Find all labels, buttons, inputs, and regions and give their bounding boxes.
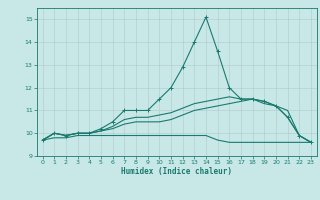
X-axis label: Humidex (Indice chaleur): Humidex (Indice chaleur)	[121, 167, 232, 176]
